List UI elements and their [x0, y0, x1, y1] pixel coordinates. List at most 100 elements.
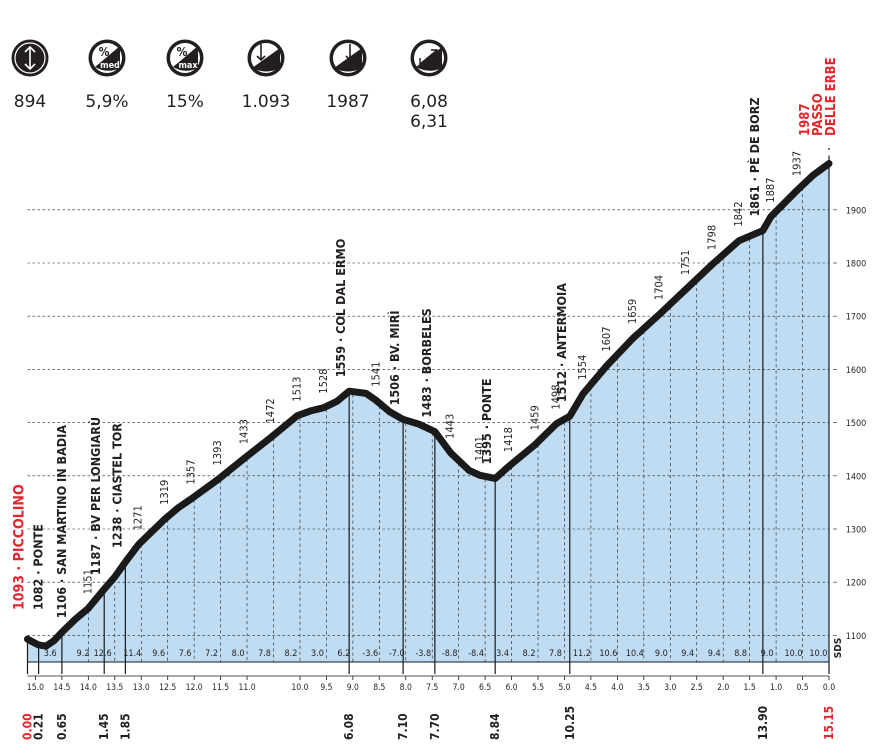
marker-km-label: 6.08: [342, 713, 356, 740]
gradient-label: -7.0: [389, 649, 405, 659]
altitude-label: 1418: [502, 427, 515, 452]
gradient-label: 10.4: [626, 649, 644, 659]
stat-value: 6,31: [410, 112, 448, 132]
marker-km-label: 1.85: [118, 713, 132, 740]
svg-text:max: max: [178, 61, 198, 71]
y-tick-label: 1300: [846, 526, 867, 536]
gradient-label: 11.4: [123, 649, 141, 659]
gradient-label: -8.4: [468, 649, 484, 659]
stat-value: 1987: [326, 92, 370, 112]
stat-2: % max 15%: [145, 38, 225, 112]
stat-value: 5,9%: [85, 92, 129, 112]
marker-name: 1093 · PICCOLINO: [12, 484, 28, 610]
remaining-km-label: 6.0: [505, 683, 517, 693]
remaining-km-label: 3.0: [664, 683, 676, 693]
marker-km-label: 13.90: [756, 706, 770, 740]
stat-value: 1.093: [241, 92, 291, 112]
marker-name: 1187 · BV PER LONGIARÙ: [88, 417, 103, 575]
marker-km-label: 0.21: [32, 713, 46, 740]
marker-name: 1861 · PÈ DE BORZ: [747, 97, 762, 216]
altitude-label: 1271: [132, 505, 145, 530]
stat-3: 1.093: [226, 38, 306, 112]
marker-name: 1238 · CIASTEL TOR: [109, 423, 124, 548]
gradient-label: -3.6: [362, 649, 378, 659]
altitude-label: 1151: [81, 569, 94, 594]
gradient-label: 7.6: [179, 649, 192, 659]
altitude-label: 1401: [473, 436, 486, 461]
marker-km-label: 10.25: [563, 706, 577, 740]
stat-value: 6,08: [410, 92, 448, 112]
remaining-km-label: 13.5: [106, 683, 123, 693]
altitude-label: 1433: [237, 419, 250, 444]
remaining-km-label: 14.0: [80, 683, 97, 693]
gradient-label: 3.6: [44, 649, 57, 659]
altitude-label: 1554: [576, 355, 589, 380]
marker-name: 1106 · SAN MARTINO IN BADIA: [54, 425, 69, 619]
gradient-label: 10.0: [785, 649, 803, 659]
remaining-km-label: 2.5: [691, 683, 703, 693]
altitude-label: 1937: [790, 151, 803, 176]
remaining-km-label: 0.5: [796, 683, 808, 693]
gradient-label: 8.0: [232, 649, 245, 659]
remaining-km-label: 8.0: [400, 683, 412, 693]
marker-name: 1395 · PONTE: [479, 378, 494, 464]
marker-name: 1559 · COL DAL ERMO: [333, 239, 348, 378]
start-altitude-icon: [247, 39, 285, 77]
y-tick-label: 1900: [846, 206, 867, 216]
y-tick-label: 1100: [846, 632, 867, 642]
remaining-km-label: 10.0: [291, 683, 308, 693]
gradient-label: -3.8: [415, 649, 431, 659]
marker-name: 1483 · BORBELES: [419, 308, 434, 417]
distance-icon: [410, 39, 448, 77]
svg-text:%: %: [99, 45, 110, 59]
marker-km-label: 0.65: [55, 713, 69, 740]
marker-name: DELLE ERBE: [824, 57, 839, 136]
stat-0: 894: [0, 38, 70, 112]
gradient-label: 10.6: [599, 649, 617, 659]
remaining-km-label: 7.5: [426, 683, 438, 693]
remaining-km-label: 12.0: [186, 683, 203, 693]
marker-name: 1082 · PONTE: [31, 524, 46, 610]
remaining-km-label: 4.0: [611, 683, 623, 693]
remaining-km-label: 9.5: [320, 683, 332, 693]
gradient-label: 9.4: [708, 649, 721, 659]
altitude-label: 1443: [444, 414, 457, 439]
altitude-label: 1319: [158, 480, 171, 505]
remaining-km-label: 7.0: [453, 683, 465, 693]
gradient-label: 6.2: [337, 649, 350, 659]
svg-text:med: med: [100, 61, 120, 71]
remaining-km-label: 5.5: [532, 683, 544, 693]
gradient-label: 11.2: [573, 649, 591, 659]
altitude-label: 1607: [600, 326, 613, 351]
gradient-label: 9.6: [152, 649, 165, 659]
remaining-km-label: 6.5: [479, 683, 491, 693]
stats-bar: 894% med 5,9%% max 15% 1.093 1987 6,08 6,31: [0, 0, 876, 140]
altitude-label: 1528: [317, 369, 330, 394]
stat-value: 15%: [166, 92, 204, 112]
y-tick-label: 1800: [846, 260, 867, 270]
gradient-label: -8.8: [442, 649, 458, 659]
gradient-label: 12.6: [94, 649, 112, 659]
y-tick-label: 1500: [846, 419, 867, 429]
height-gain-icon: [11, 39, 49, 77]
svg-text:%: %: [177, 45, 188, 59]
remaining-km-label: 9.0: [347, 683, 359, 693]
marker-km-label: 1.45: [97, 713, 111, 740]
altitude-label: 1459: [528, 405, 541, 430]
marker-name: 1506 · BV. MIRÌ: [387, 310, 402, 405]
marker-km-label: 8.84: [488, 713, 502, 740]
gradient-label: 8.2: [285, 649, 298, 659]
altitude-label: 1798: [706, 225, 719, 250]
altitude-label: 1498: [550, 384, 563, 409]
gradient-label: 3.4: [496, 649, 509, 659]
y-tick-label: 1600: [846, 366, 867, 376]
remaining-km-label: 1.0: [770, 683, 782, 693]
marker-km-label: 7.70: [428, 713, 442, 740]
altitude-label: 1659: [626, 299, 639, 324]
altitude-label: 1513: [290, 376, 303, 401]
gradient-label: 3.0: [311, 649, 324, 659]
gradient-label: 9.0: [655, 649, 668, 659]
altitude-label: 1393: [211, 440, 224, 465]
stat-4: 1987: [308, 38, 388, 112]
